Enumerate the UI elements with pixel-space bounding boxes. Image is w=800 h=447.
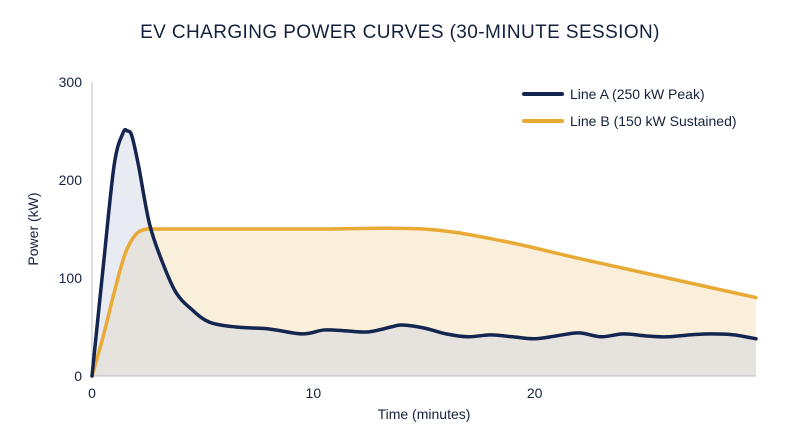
tick-layer: 0 100 200 300 0 10 20	[59, 74, 543, 401]
area-fill-series-a	[92, 129, 756, 376]
x-axis-label: Time (minutes)	[378, 406, 471, 422]
chart-title: EV CHARGING POWER CURVES (30-MINUTE SESS…	[140, 22, 660, 43]
x-tick-label: 10	[306, 385, 322, 401]
line-layer	[90, 127, 758, 378]
area-fill-series-b	[92, 228, 756, 376]
y-tick-label: 0	[74, 368, 82, 384]
area-layer	[92, 129, 756, 376]
legend-label-line-b: Line B (150 kW Sustained)	[570, 113, 737, 129]
legend-label-line-a: Line A (250 kW Peak)	[570, 86, 705, 102]
y-tick-label: 300	[59, 74, 83, 90]
y-tick-label: 200	[59, 172, 83, 188]
legend: Line A (250 kW Peak) Line B (150 kW Sust…	[522, 86, 737, 129]
y-axis-label: Power (kW)	[25, 192, 41, 265]
axes-layer	[91, 82, 756, 377]
y-tick-label: 100	[59, 270, 83, 286]
series-line-b	[90, 226, 758, 378]
x-tick-label: 20	[527, 385, 543, 401]
series-line-a	[90, 127, 758, 378]
x-tick-label: 0	[88, 385, 96, 401]
